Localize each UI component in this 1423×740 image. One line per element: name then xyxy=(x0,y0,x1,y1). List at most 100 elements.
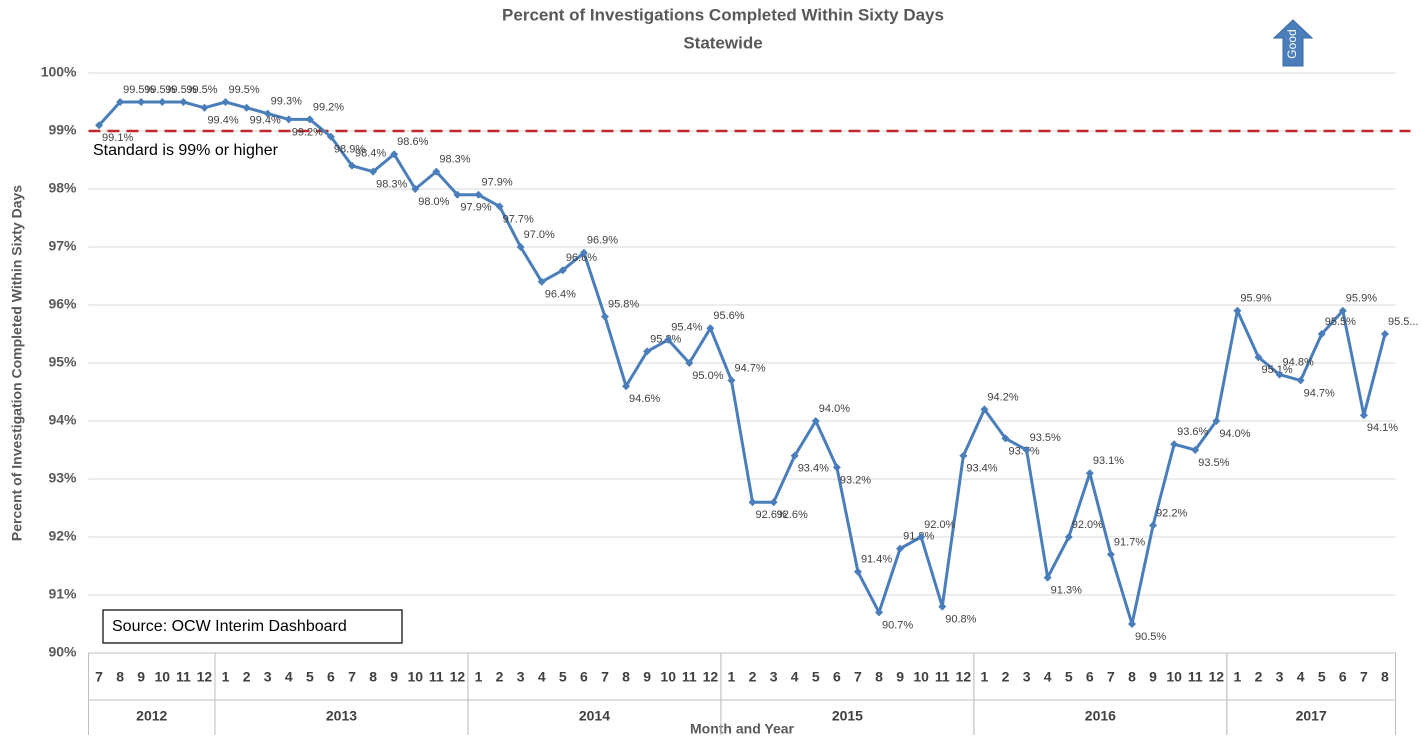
data-point xyxy=(853,567,862,576)
x-tick-label: 5 xyxy=(1318,669,1326,685)
x-tick-label: 10 xyxy=(913,669,929,685)
data-point xyxy=(917,533,926,541)
data-label: 97.9% xyxy=(460,202,491,214)
data-point xyxy=(411,185,420,193)
data-label: 99.5% xyxy=(186,84,217,96)
data-label: 96.4% xyxy=(545,289,576,301)
x-tick-label: 8 xyxy=(875,669,883,685)
data-label: 94.0% xyxy=(1219,428,1250,440)
data-point xyxy=(137,98,146,106)
x-tick-label: 11 xyxy=(429,669,444,685)
data-point xyxy=(769,498,778,507)
data-point xyxy=(1149,521,1158,530)
x-tick-label: 10 xyxy=(1166,669,1182,685)
data-point xyxy=(432,167,441,176)
x-tick-label: 4 xyxy=(285,669,293,685)
data-point xyxy=(579,248,588,257)
x-tick-label: 8 xyxy=(1128,669,1136,685)
y-tick-label: 98% xyxy=(48,180,77,196)
y-tick-label: 95% xyxy=(48,354,77,370)
data-label: 94.1% xyxy=(1367,422,1398,434)
x-axis-title: Month and Year xyxy=(690,721,795,737)
data-point xyxy=(1085,469,1094,478)
data-label: 99.5% xyxy=(123,84,154,96)
chart-subtitle: Statewide xyxy=(683,33,762,52)
data-label: 93.5% xyxy=(1198,457,1229,469)
y-tick-label: 97% xyxy=(48,238,77,254)
year-label: 2017 xyxy=(1296,708,1327,724)
data-point xyxy=(748,498,757,507)
data-point xyxy=(305,115,314,124)
data-label: 97.0% xyxy=(524,229,555,241)
data-label: 92.0% xyxy=(1072,519,1103,531)
data-label: 96.9% xyxy=(587,235,618,247)
x-tick-label: 2 xyxy=(496,669,504,685)
data-label: 93.2% xyxy=(840,474,871,486)
data-label: 93.4% xyxy=(798,463,829,475)
x-tick-label: 7 xyxy=(1107,669,1115,685)
data-point xyxy=(158,98,167,106)
data-point xyxy=(1170,440,1179,449)
data-label: 98.3% xyxy=(439,154,470,166)
data-point xyxy=(116,98,125,106)
x-tick-label: 9 xyxy=(390,669,398,685)
good-label: Good xyxy=(1285,29,1299,58)
y-tick-label: 99% xyxy=(48,122,77,138)
data-point xyxy=(221,98,230,106)
data-label: 90.7% xyxy=(882,619,913,631)
x-tick-label: 12 xyxy=(1209,669,1225,685)
data-label: 92.0% xyxy=(924,519,955,531)
x-tick-label: 6 xyxy=(1339,669,1347,685)
data-point xyxy=(242,103,251,112)
data-label: 94.6% xyxy=(629,393,660,405)
data-point xyxy=(326,132,335,141)
data-label: 99.4% xyxy=(250,115,281,127)
source-box xyxy=(102,609,403,644)
year-label: 2012 xyxy=(136,708,167,724)
source-text: Source: OCW Interim Dashboard xyxy=(112,618,347,635)
x-tick-label: 12 xyxy=(450,669,466,685)
data-point xyxy=(1212,417,1221,425)
data-label: 99.5% xyxy=(165,84,196,96)
data-point xyxy=(558,266,567,275)
data-label: 91.4% xyxy=(861,554,892,566)
data-point xyxy=(896,544,905,553)
data-point xyxy=(1254,353,1263,362)
data-point xyxy=(706,324,715,333)
x-tick-label: 10 xyxy=(407,669,423,685)
data-label: 93.4% xyxy=(966,463,997,475)
data-point xyxy=(453,190,462,199)
y-tick-label: 94% xyxy=(48,412,77,428)
x-tick-label: 9 xyxy=(137,669,145,685)
x-tick-label: 1 xyxy=(728,669,736,685)
data-point xyxy=(1191,446,1200,454)
data-point xyxy=(1022,446,1031,454)
data-point xyxy=(263,109,272,118)
x-tick-label: 5 xyxy=(559,669,567,685)
x-tick-label: 4 xyxy=(1044,669,1052,685)
data-label: 96.6% xyxy=(566,252,597,264)
x-tick-label: 11 xyxy=(682,669,697,685)
data-label: 94.0% xyxy=(819,403,850,415)
data-label: 99.2% xyxy=(313,101,344,113)
x-tick-label: 12 xyxy=(956,669,972,685)
data-label: 97.7% xyxy=(503,213,534,225)
data-label: 95.9% xyxy=(1240,293,1271,305)
data-point xyxy=(1359,411,1368,420)
x-tick-label: 5 xyxy=(1065,669,1073,685)
data-label: 99.5% xyxy=(229,84,260,96)
x-tick-label: 3 xyxy=(264,669,272,685)
data-label: 94.2% xyxy=(987,391,1018,403)
y-tick-label: 92% xyxy=(48,528,77,544)
x-tick-label: 4 xyxy=(538,669,546,685)
data-label: 95.1% xyxy=(1261,364,1292,376)
data-label: 99.3% xyxy=(271,96,302,108)
year-label: 2013 xyxy=(326,708,357,724)
series-line xyxy=(97,100,1387,626)
data-label: 92.6% xyxy=(756,509,787,521)
data-point xyxy=(284,115,293,124)
data-label: 95.8% xyxy=(608,299,639,311)
data-label: 99.1% xyxy=(102,132,133,144)
data-point xyxy=(1001,434,1010,443)
